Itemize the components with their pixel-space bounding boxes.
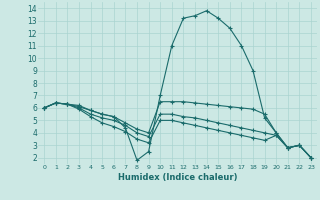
X-axis label: Humidex (Indice chaleur): Humidex (Indice chaleur)	[118, 173, 237, 182]
